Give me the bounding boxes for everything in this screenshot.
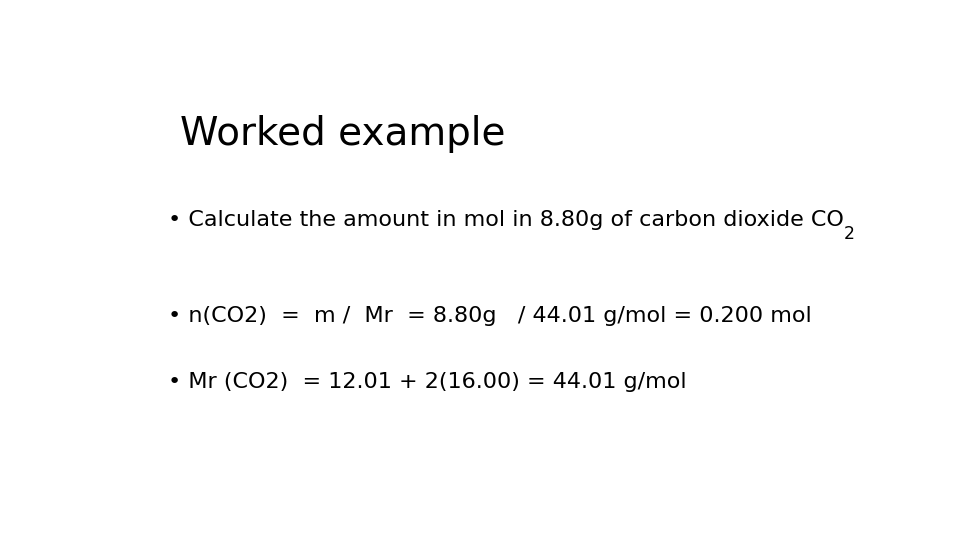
Text: • Mr (CO2)  = 12.01 + 2(16.00) = 44.01 g/mol: • Mr (CO2) = 12.01 + 2(16.00) = 44.01 g/… xyxy=(168,373,687,393)
Text: • n(CO2)  =  m /  Mr  = 8.80g   / 44.01 g/mol = 0.200 mol: • n(CO2) = m / Mr = 8.80g / 44.01 g/mol … xyxy=(168,306,812,326)
Text: Worked example: Worked example xyxy=(180,114,505,153)
Text: 2: 2 xyxy=(844,225,855,242)
Text: • Calculate the amount in mol in 8.80g of carbon dioxide CO: • Calculate the amount in mol in 8.80g o… xyxy=(168,210,844,231)
